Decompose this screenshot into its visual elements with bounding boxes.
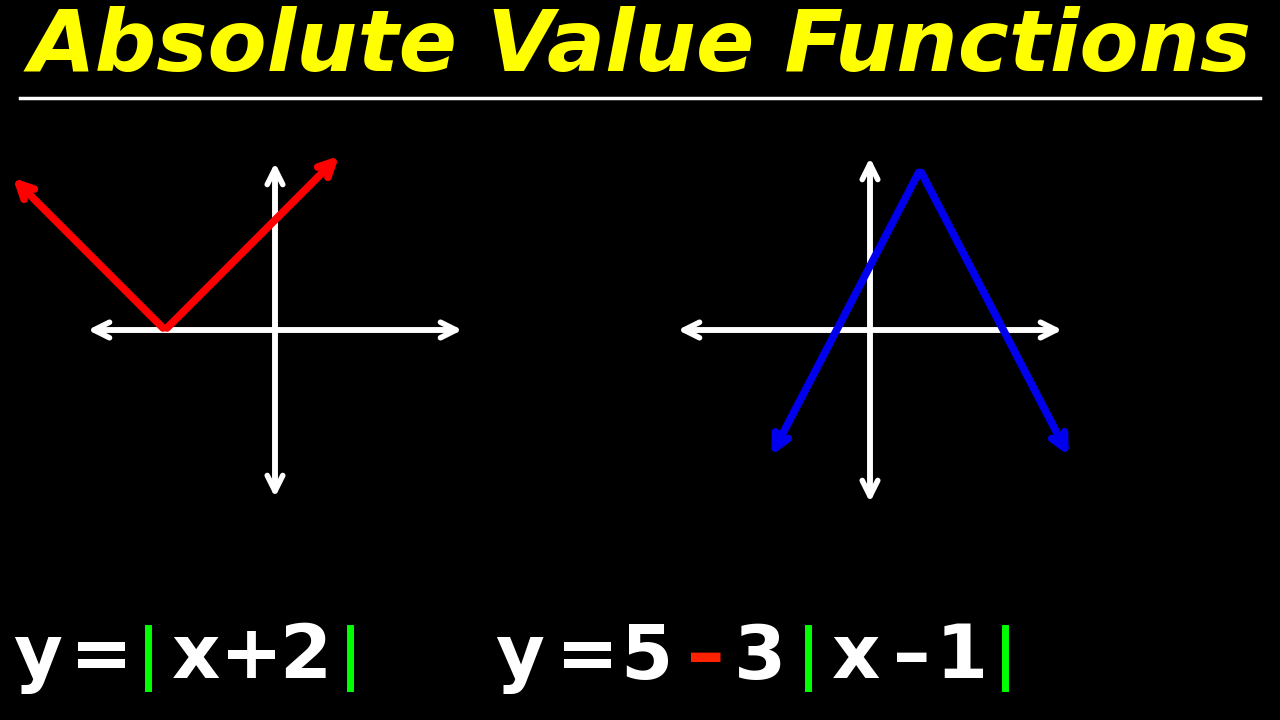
Text: y: y — [495, 621, 544, 695]
Text: y: y — [14, 621, 63, 695]
Text: –: – — [687, 621, 724, 695]
Text: –: – — [893, 621, 931, 695]
Text: 3: 3 — [733, 621, 786, 695]
Text: =: = — [70, 621, 133, 695]
Text: +: + — [220, 621, 283, 695]
Text: x: x — [172, 621, 220, 695]
Text: 5: 5 — [620, 621, 672, 695]
Text: 2: 2 — [279, 621, 332, 695]
Text: =: = — [557, 621, 620, 695]
Text: 1: 1 — [936, 621, 988, 695]
Text: x: x — [832, 621, 881, 695]
Text: Absolute Value Functions: Absolute Value Functions — [28, 6, 1252, 89]
